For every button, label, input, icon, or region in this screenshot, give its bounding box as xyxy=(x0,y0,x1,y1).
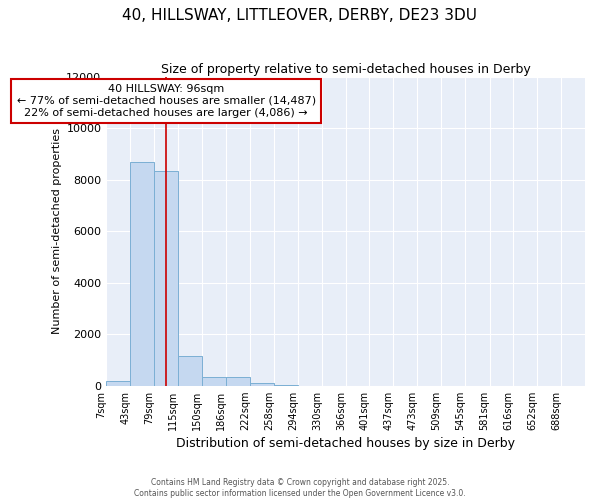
X-axis label: Distribution of semi-detached houses by size in Derby: Distribution of semi-detached houses by … xyxy=(176,437,515,450)
Bar xyxy=(106,380,130,386)
Y-axis label: Number of semi-detached properties: Number of semi-detached properties xyxy=(52,128,62,334)
Bar xyxy=(130,162,154,386)
Title: Size of property relative to semi-detached houses in Derby: Size of property relative to semi-detach… xyxy=(161,62,530,76)
Text: 40 HILLSWAY: 96sqm  
← 77% of semi-detached houses are smaller (14,487)
22% of s: 40 HILLSWAY: 96sqm ← 77% of semi-detache… xyxy=(17,84,316,117)
Bar xyxy=(154,170,178,386)
Bar xyxy=(226,377,250,386)
Bar xyxy=(178,356,202,386)
Bar xyxy=(202,376,226,386)
Text: Contains HM Land Registry data © Crown copyright and database right 2025.
Contai: Contains HM Land Registry data © Crown c… xyxy=(134,478,466,498)
Bar xyxy=(250,383,274,386)
Text: 40, HILLSWAY, LITTLEOVER, DERBY, DE23 3DU: 40, HILLSWAY, LITTLEOVER, DERBY, DE23 3D… xyxy=(122,8,478,22)
